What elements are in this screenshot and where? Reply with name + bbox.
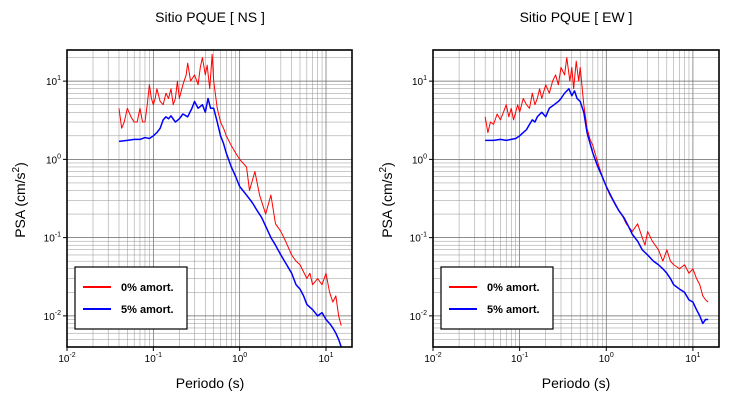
x-axis-label-ns: Periodo (s) <box>176 375 244 391</box>
y-axis-label-ew: PSA (cm/s2) <box>378 162 395 238</box>
tick-label: 10-2 <box>424 352 441 365</box>
tick-label: 101 <box>685 352 700 365</box>
tick-label: 100 <box>232 352 247 365</box>
tick-label: 100 <box>599 352 614 365</box>
tick-label: 10-1 <box>145 352 162 365</box>
chart-title-ew: Sitio PQUE [ EW ] <box>520 9 633 25</box>
tick-label: 10-1 <box>410 232 427 245</box>
tick-label: 100 <box>412 153 427 166</box>
tick-label: 101 <box>318 352 333 365</box>
legend-label: 0% amort. <box>121 282 174 294</box>
legend-label: 5% amort. <box>487 304 540 316</box>
legend-label: 0% amort. <box>487 282 540 294</box>
tick-label: 101 <box>46 75 61 88</box>
legend-ns: 0% amort. 5% amort. <box>74 266 188 330</box>
legend-box <box>74 266 188 330</box>
series-line-0pct-ew <box>484 57 709 303</box>
tick-label: 10-1 <box>44 232 61 245</box>
legend-ew: 0% amort. 5% amort. <box>440 266 554 330</box>
x-axis-label-ew: Periodo (s) <box>542 375 610 391</box>
plot-area-ew: 10-2 10-1 100 101 10-2 10-1 100 101 0% amort. 5% … <box>410 49 720 365</box>
chart-ew: Sitio PQUE [ EW ] 10-2 10-1 100 101 10-2 10-1… <box>378 9 720 391</box>
legend-box <box>440 266 554 330</box>
legend-label: 5% amort. <box>121 304 174 316</box>
chart-ns: Sitio PQUE [ NS ] 10-2 10-1 100 101 10-2 10-1… <box>11 9 353 391</box>
tick-label: 10-2 <box>58 352 75 365</box>
series-line-5pct-ew <box>485 87 709 325</box>
tick-label: 10-1 <box>511 352 528 365</box>
y-axis-label-ns: PSA (cm/s2) <box>11 162 28 238</box>
tick-label: 10-2 <box>44 310 61 323</box>
tick-label: 10-2 <box>410 310 427 323</box>
series-line-0pct-ns <box>118 53 342 326</box>
tick-label: 101 <box>412 75 427 88</box>
plot-area-ns: 10-2 10-1 100 101 10-2 10-1 100 101 0% amort. 5% … <box>44 49 353 365</box>
tick-label: 100 <box>46 153 61 166</box>
series-line-5pct-ns <box>118 97 342 347</box>
plot-frame <box>66 49 353 348</box>
chart-title-ns: Sitio PQUE [ NS ] <box>155 9 265 25</box>
plot-frame <box>432 49 720 348</box>
